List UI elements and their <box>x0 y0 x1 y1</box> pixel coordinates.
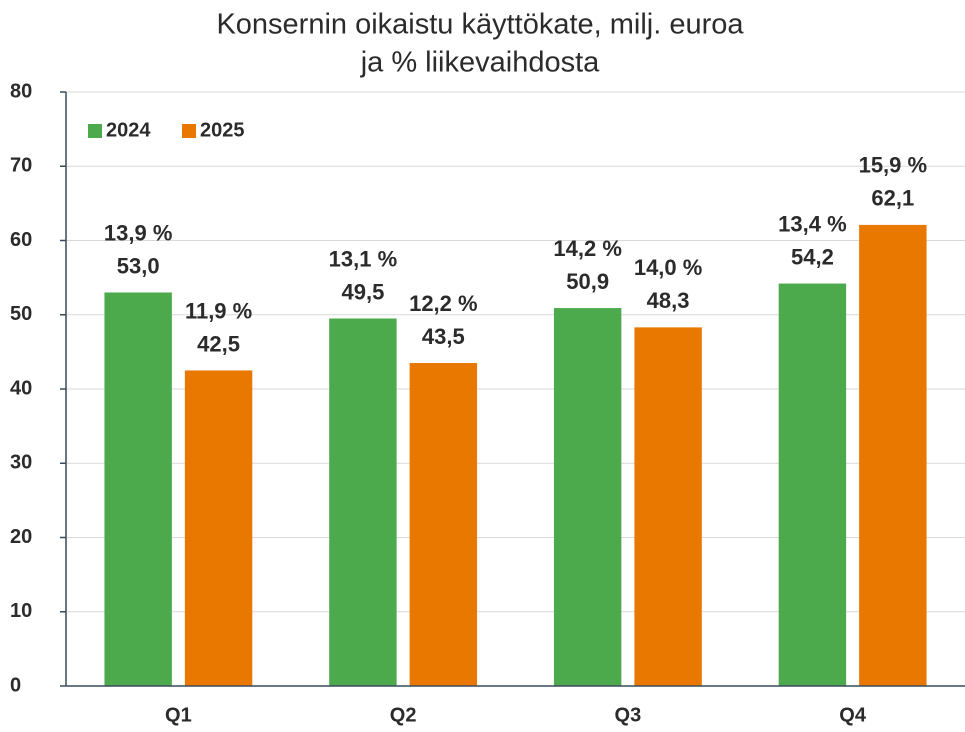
y-tick-label: 30 <box>10 452 32 474</box>
value-label: 49,5 <box>341 279 384 304</box>
x-tick-label: Q2 <box>390 704 417 726</box>
value-label: 48,3 <box>647 288 690 313</box>
bar <box>634 327 702 686</box>
legend-label: 2025 <box>200 119 245 141</box>
bar <box>329 318 397 686</box>
chart-title: ja % liikevaihdosta <box>360 47 600 79</box>
y-tick-label: 70 <box>10 155 32 177</box>
chart-title: Konsernin oikaistu käyttökate, milj. eur… <box>216 9 744 41</box>
share-label: 13,1 % <box>329 246 398 271</box>
x-tick-label: Q3 <box>615 704 642 726</box>
y-tick-label: 10 <box>10 600 32 622</box>
legend-swatch <box>182 124 196 138</box>
value-label: 62,1 <box>871 186 914 211</box>
share-label: 13,9 % <box>104 220 173 245</box>
value-label: 43,5 <box>422 324 465 349</box>
y-tick-label: 50 <box>10 303 32 325</box>
x-tick-label: Q1 <box>165 704 192 726</box>
value-label: 42,5 <box>197 331 240 356</box>
share-label: 14,2 % <box>553 236 622 261</box>
y-tick-label: 20 <box>10 526 32 548</box>
y-tick-label: 60 <box>10 229 32 251</box>
value-label: 54,2 <box>791 244 834 269</box>
y-tick-label: 0 <box>10 674 21 696</box>
value-label: 53,0 <box>117 253 160 278</box>
y-tick-label: 40 <box>10 377 32 399</box>
share-label: 11,9 % <box>185 298 252 323</box>
x-tick-label: Q4 <box>839 704 867 726</box>
share-label: 12,2 % <box>409 291 478 316</box>
y-tick-label: 80 <box>10 80 32 102</box>
bar <box>553 308 622 686</box>
bar <box>104 292 172 686</box>
share-label: 13,4 % <box>778 211 847 236</box>
bar <box>778 283 847 686</box>
share-label: 14,0 % <box>634 255 703 280</box>
bar <box>184 370 253 686</box>
bar <box>409 363 478 686</box>
value-label: 50,9 <box>566 269 609 294</box>
share-label: 15,9 % <box>859 153 928 178</box>
legend-swatch <box>88 124 102 138</box>
bar <box>859 224 927 686</box>
legend-label: 2024 <box>106 119 151 141</box>
